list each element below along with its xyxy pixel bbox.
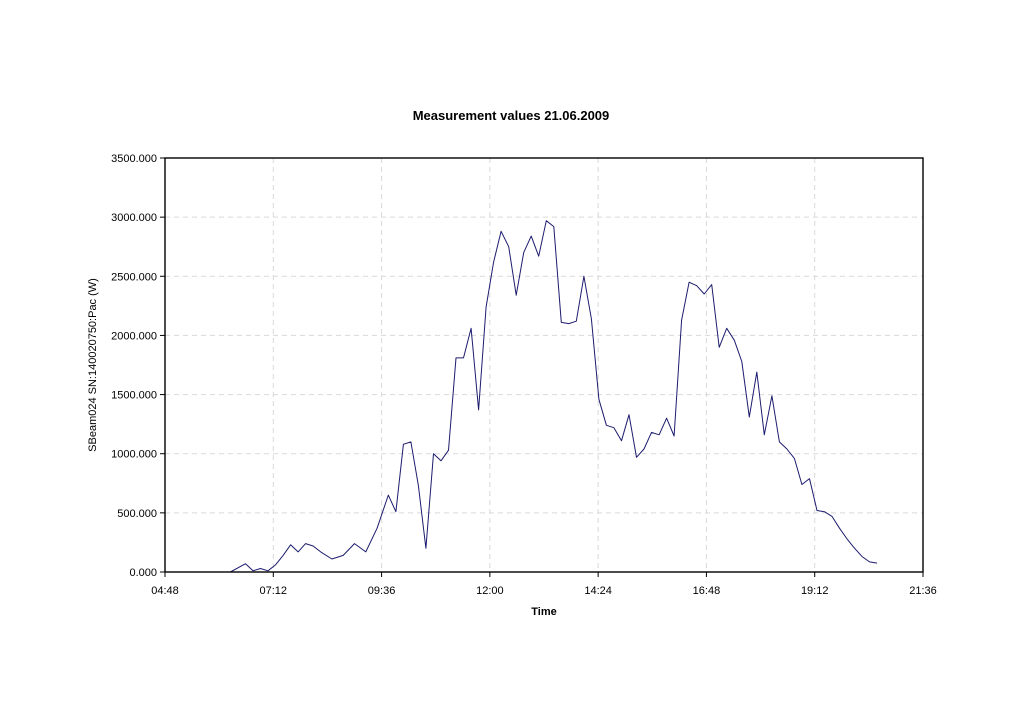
y-tick-label: 2500.000 (111, 271, 157, 283)
y-tick-label: 1500.000 (111, 390, 157, 402)
y-tick-label: 500.000 (117, 508, 157, 520)
chart-title: Measurement values 21.06.2009 (413, 108, 610, 123)
y-tick-label: 1000.000 (111, 449, 157, 461)
x-tick-label: 14:24 (584, 585, 612, 597)
y-axis-label: SBeam024 SN:140020750:Pac (W) (87, 278, 99, 452)
x-tick-label: 12:00 (476, 585, 504, 597)
axis-ticks (160, 157, 924, 577)
y-tick-label: 3000.000 (111, 212, 157, 224)
x-tick-label: 04:48 (151, 585, 179, 597)
y-tick-label: 3500.000 (111, 153, 157, 165)
y-tick-labels: 0.000 500.000 1000.000 1500.000 2000.000 2500… (111, 153, 157, 579)
x-tick-label: 07:12 (260, 585, 288, 597)
x-tick-label: 16:48 (693, 585, 721, 597)
y-tick-label: 2000.000 (111, 330, 157, 342)
series-line (230, 220, 878, 573)
x-tick-label: 21:36 (909, 585, 937, 597)
x-tick-label: 09:36 (368, 585, 396, 597)
plot-frame (164, 157, 924, 573)
x-axis-label: Time (531, 606, 556, 618)
y-tick-label: 0.000 (129, 567, 157, 579)
x-tick-labels: 04:48 07:12 09:36 12:00 14:24 16:48 19:12 21:36 (151, 585, 937, 597)
x-tick-label: 19:12 (801, 585, 829, 597)
series-group (230, 220, 878, 573)
gridlines (165, 158, 923, 572)
